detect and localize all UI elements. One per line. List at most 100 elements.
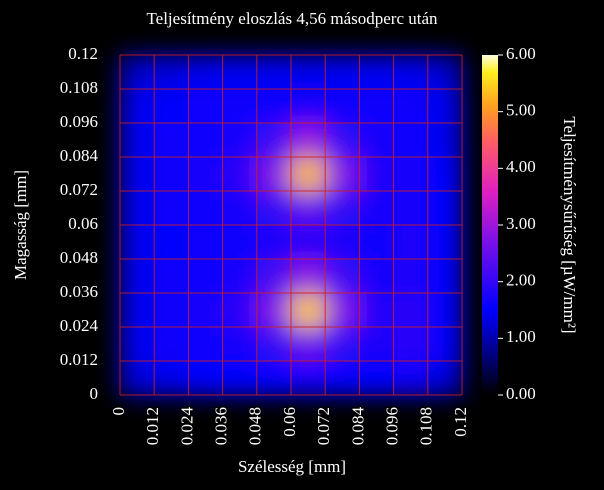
heat-cell xyxy=(359,191,395,226)
heat-cell xyxy=(188,123,224,158)
heat-cell xyxy=(359,157,395,192)
heat-cell xyxy=(427,259,463,294)
heat-cell xyxy=(154,361,189,396)
y-tick-label: 0.072 xyxy=(60,180,98,199)
heat-cell xyxy=(359,259,395,294)
heat-cell xyxy=(427,123,463,158)
x-tick-label: 0.012 xyxy=(143,407,162,445)
heat-cell xyxy=(291,327,326,362)
x-tick-label: 0 xyxy=(109,407,128,416)
heat-cell xyxy=(154,327,189,362)
heat-cell xyxy=(359,89,395,124)
x-axis-label: Szélesség [mm] xyxy=(238,457,346,476)
heat-cell xyxy=(222,89,258,124)
y-tick-label: 0.12 xyxy=(68,44,98,63)
heat-cell xyxy=(325,327,360,362)
heat-cell xyxy=(256,225,292,260)
heat-cell xyxy=(120,259,155,294)
heat-cell xyxy=(222,327,258,362)
heat-cell xyxy=(291,293,326,328)
colorbar-tick-label: 6.00 xyxy=(506,44,536,63)
heat-cell xyxy=(188,259,224,294)
colorbar-tick-label: 1.00 xyxy=(506,327,536,346)
x-tick-label: 0.084 xyxy=(348,407,367,446)
heat-cell xyxy=(256,157,292,192)
heat-cell xyxy=(120,327,155,362)
x-tick-label: 0.12 xyxy=(451,407,470,437)
heat-cell xyxy=(325,225,360,260)
chart-title: Teljesítmény eloszlás 4,56 másodperc utá… xyxy=(146,9,438,28)
heat-cell xyxy=(188,225,224,260)
heat-cell xyxy=(291,361,326,396)
heat-cell xyxy=(393,55,429,90)
y-tick-label: 0.06 xyxy=(68,214,98,233)
heat-cell xyxy=(154,225,189,260)
heat-cell xyxy=(120,123,155,158)
heat-cell xyxy=(325,361,360,396)
heat-cell xyxy=(393,259,429,294)
heat-cell xyxy=(359,123,395,158)
x-tick-label: 0.024 xyxy=(177,407,196,446)
heat-cell xyxy=(120,157,155,192)
heat-cell xyxy=(120,89,155,124)
heat-cell xyxy=(256,361,292,396)
colorbar-tick-label: 0.00 xyxy=(506,384,536,403)
heat-cell xyxy=(222,361,258,396)
heat-cell xyxy=(325,89,360,124)
y-tick-label: 0.024 xyxy=(60,316,99,335)
y-tick-label: 0 xyxy=(90,384,99,403)
colorbar-tick-label: 3.00 xyxy=(506,214,536,233)
heat-cell xyxy=(359,55,395,90)
heat-cell xyxy=(120,55,155,90)
heat-cell xyxy=(325,259,360,294)
heat-cell xyxy=(120,293,155,328)
heat-cell xyxy=(359,361,395,396)
heat-cell xyxy=(154,123,189,158)
heat-cell xyxy=(222,157,258,192)
heat-cell xyxy=(188,293,224,328)
y-tick-label: 0.036 xyxy=(60,282,98,301)
heat-cell xyxy=(325,191,360,226)
heat-cell xyxy=(393,123,429,158)
heat-cell xyxy=(393,327,429,362)
heat-cell xyxy=(188,191,224,226)
x-tick-label: 0.036 xyxy=(212,407,231,445)
heat-cell xyxy=(291,191,326,226)
heat-cell xyxy=(427,89,463,124)
heat-cell xyxy=(427,55,463,90)
heat-cell xyxy=(291,225,326,260)
heat-cell xyxy=(222,225,258,260)
heat-cell xyxy=(188,89,224,124)
heat-cell xyxy=(222,55,258,90)
heat-cell xyxy=(188,55,224,90)
heat-cell xyxy=(393,191,429,226)
x-tick-label: 0.108 xyxy=(417,407,436,445)
heat-cell xyxy=(359,327,395,362)
heat-cell xyxy=(291,157,326,192)
x-tick-label: 0.096 xyxy=(383,407,402,445)
heat-cell xyxy=(188,157,224,192)
heat-cell xyxy=(154,89,189,124)
heat-cell xyxy=(120,225,155,260)
heat-cell xyxy=(291,55,326,90)
heat-cell xyxy=(325,293,360,328)
y-tick-label: 0.108 xyxy=(60,78,98,97)
colorbar xyxy=(482,55,498,395)
heat-cell xyxy=(256,89,292,124)
heat-cell xyxy=(222,293,258,328)
heat-cell xyxy=(188,361,224,396)
heat-cell xyxy=(359,293,395,328)
heat-cell xyxy=(256,123,292,158)
heat-cell xyxy=(291,123,326,158)
heatmap xyxy=(120,55,463,396)
heat-cell xyxy=(427,225,463,260)
heat-cell xyxy=(393,361,429,396)
colorbar-label: Teljesítménysűrűség [µW/mm²] xyxy=(560,116,579,333)
heat-cell xyxy=(325,123,360,158)
y-tick-label: 0.096 xyxy=(60,112,98,131)
heat-cell xyxy=(359,225,395,260)
heat-cell xyxy=(256,191,292,226)
heat-cell xyxy=(120,361,155,396)
colorbar-tick-label: 2.00 xyxy=(506,271,536,290)
heat-cell xyxy=(427,361,463,396)
